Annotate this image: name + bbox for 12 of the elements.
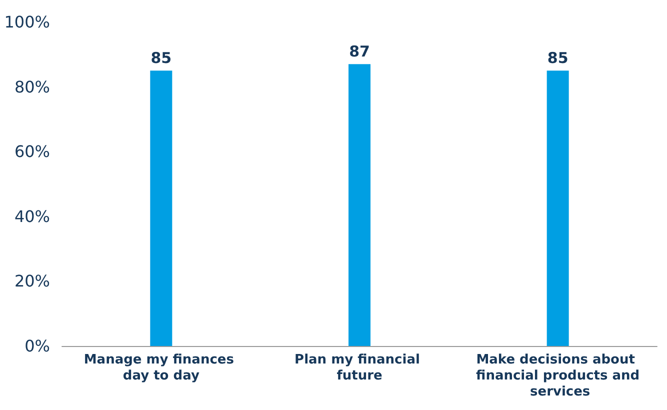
y-tick-label: 60% [14,142,50,162]
data-label: 85 [150,49,172,68]
x-tick-label: Manage my finances day to day [84,352,238,384]
y-tick-label: 20% [14,272,50,291]
x-tick-label: Plan my financial future [294,352,424,384]
y-tick-label: 80% [14,77,50,96]
y-tick-label: 100% [4,12,50,32]
y-tick-label: 40% [14,206,50,226]
data-label: 85 [547,49,568,68]
y-tick-label: 0% [24,336,50,356]
x-tick-label: Make decisions about financial products and services [476,352,640,400]
data-label: 87 [349,42,370,61]
